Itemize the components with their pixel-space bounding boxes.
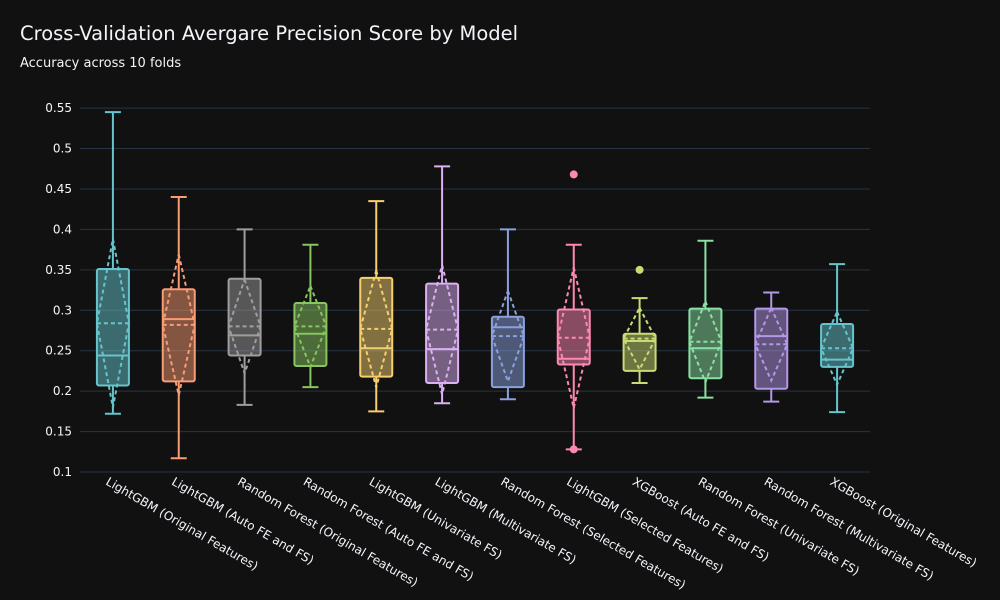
chart-title: Cross-Validation Avergare Precision Scor… xyxy=(20,22,519,45)
sd-diamond xyxy=(161,254,196,396)
gridlines xyxy=(80,107,870,473)
y-tick-label: 0.15 xyxy=(45,425,72,439)
outlier-point[interactable] xyxy=(569,445,578,454)
outlier-point[interactable] xyxy=(635,265,644,274)
box-series[interactable] xyxy=(95,111,855,460)
sd-diamond xyxy=(359,266,394,391)
sd-diamond xyxy=(425,264,460,395)
box-body xyxy=(425,282,460,385)
y-tick-label: 0.25 xyxy=(45,344,72,358)
box-2[interactable] xyxy=(161,196,196,460)
y-axis-ticks: 0.1 0.15 0.2 0.25 0.3 0.35 0.4 0.45 0.5 0.55 xyxy=(45,101,72,479)
box-6[interactable] xyxy=(425,165,460,405)
y-tick-label: 0.55 xyxy=(45,101,72,115)
box-9[interactable] xyxy=(622,265,657,385)
sd-diamond xyxy=(556,267,591,409)
box-11[interactable] xyxy=(754,291,789,403)
sd-diamond xyxy=(293,283,328,370)
sd-diamond xyxy=(754,305,789,384)
box-body xyxy=(95,268,130,387)
y-tick-label: 0.5 xyxy=(53,142,72,156)
sd-diamond xyxy=(227,276,262,377)
y-tick-label: 0.4 xyxy=(53,222,72,236)
box-body xyxy=(688,307,723,380)
box-body xyxy=(227,277,262,357)
sd-diamond xyxy=(622,305,657,372)
box-body xyxy=(820,323,855,368)
box-10[interactable] xyxy=(688,239,723,399)
box-8[interactable] xyxy=(556,170,591,454)
y-tick-label: 0.45 xyxy=(45,182,72,196)
y-tick-label: 0.2 xyxy=(53,384,72,398)
x-axis-ticks: LightGBM (Original Features)LightGBM (Au… xyxy=(103,474,979,592)
box-5[interactable] xyxy=(359,200,394,413)
box-7[interactable] xyxy=(490,228,525,401)
sd-diamond xyxy=(819,309,855,388)
box-12[interactable] xyxy=(819,263,855,414)
chart-subtitle: Accuracy across 10 folds xyxy=(20,56,182,71)
y-tick-label: 0.3 xyxy=(53,303,72,317)
box-3[interactable] xyxy=(227,228,262,406)
outlier-point[interactable] xyxy=(569,170,578,179)
sd-diamond xyxy=(688,298,723,385)
sd-diamond xyxy=(95,238,130,408)
box-4[interactable] xyxy=(293,243,328,389)
y-tick-label: 0.35 xyxy=(45,263,72,277)
box-body xyxy=(359,276,394,378)
y-tick-label: 0.1 xyxy=(53,465,72,479)
box-body xyxy=(622,332,657,372)
box-1[interactable] xyxy=(95,111,130,415)
box-body xyxy=(490,315,525,389)
box-body xyxy=(754,307,789,390)
